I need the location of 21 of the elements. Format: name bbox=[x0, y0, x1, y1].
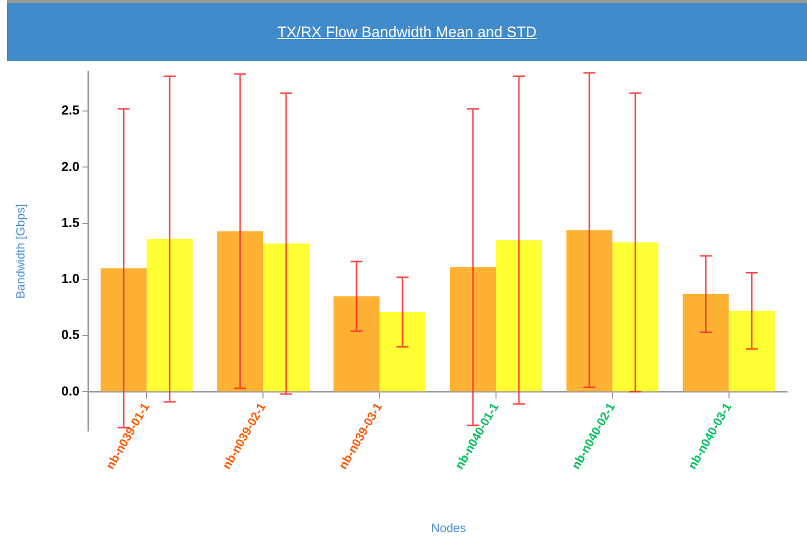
y-tick-label: 1.5 bbox=[61, 214, 80, 230]
chart-title: TX/RX Flow Bandwidth Mean and STD bbox=[7, 0, 807, 61]
bar bbox=[146, 239, 193, 392]
bar bbox=[263, 244, 310, 392]
y-tick-label: 1.0 bbox=[61, 271, 80, 286]
bar bbox=[612, 242, 658, 392]
bar bbox=[100, 268, 147, 392]
x-axis-title: Nodes bbox=[430, 520, 467, 537]
bar bbox=[728, 310, 775, 392]
bar bbox=[496, 240, 542, 392]
y-tick-label: 0.5 bbox=[61, 327, 80, 342]
bar bbox=[380, 312, 426, 392]
y-axis-title: Bandwidth [Gbps] bbox=[14, 204, 28, 299]
bar bbox=[682, 294, 729, 392]
bar bbox=[566, 230, 612, 392]
bar bbox=[334, 296, 380, 392]
bar bbox=[450, 267, 496, 392]
y-tick-label: 2.0 bbox=[61, 158, 80, 174]
y-tick-label: 2.5 bbox=[61, 102, 80, 118]
bar bbox=[217, 231, 264, 392]
y-tick-label: 0.0 bbox=[61, 383, 80, 398]
